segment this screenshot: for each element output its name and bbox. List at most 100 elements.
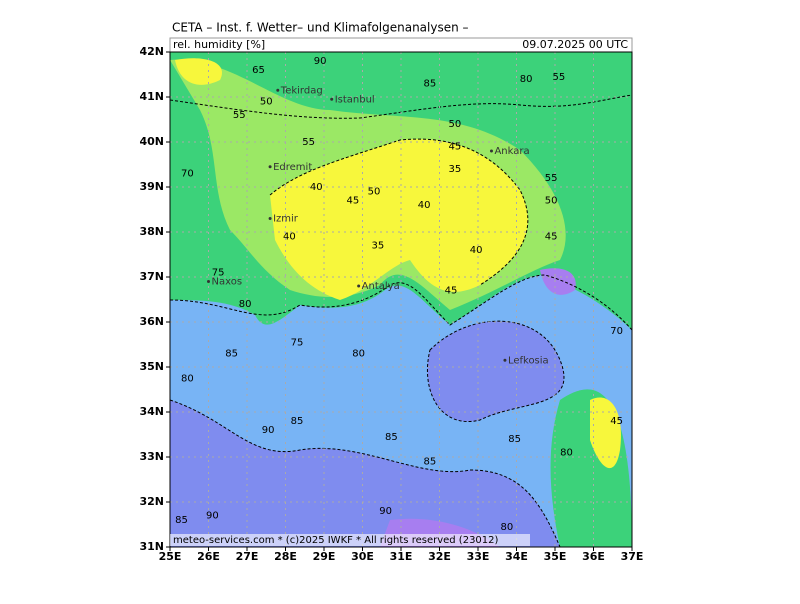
contour-label: 85 xyxy=(291,416,304,427)
contour-label: 90 xyxy=(206,511,219,522)
contour-label: 55 xyxy=(302,137,315,148)
valid-time: 09.07.2025 00 UTC xyxy=(522,38,628,51)
contour-label: 50 xyxy=(545,196,558,207)
contour-label: 45 xyxy=(545,232,558,243)
contour-label: 50 xyxy=(449,119,462,130)
place-marker xyxy=(330,97,334,101)
lat-tick-label: 34N xyxy=(139,405,164,418)
footer: meteo-services.com * (c)2025 IWKF * All … xyxy=(173,535,499,546)
contour-line xyxy=(426,320,565,422)
contour-label: 40 xyxy=(470,245,483,256)
contour-label: 70 xyxy=(610,326,623,337)
contour-label: 45 xyxy=(347,196,360,207)
lon-tick-label: 35E xyxy=(544,550,567,563)
contour-label: 80 xyxy=(520,74,533,85)
lat-tick-label: 31N xyxy=(139,540,164,553)
contour-label: 40 xyxy=(418,200,431,211)
contour-label: 90 xyxy=(262,425,275,436)
place-name: Naxos xyxy=(212,277,243,288)
grid xyxy=(170,52,632,547)
lon-tick-label: 34E xyxy=(505,550,528,563)
field-dark xyxy=(170,400,560,547)
contour-line xyxy=(170,94,632,119)
contour-label: 40 xyxy=(310,182,323,193)
place-name: Istanbul xyxy=(335,94,375,105)
place-marker xyxy=(357,284,361,288)
lon-tick-label: 33E xyxy=(467,550,490,563)
place-marker xyxy=(268,165,272,169)
place-name: Izmir xyxy=(273,214,299,225)
lon-tick-label: 31E xyxy=(390,550,413,563)
place-name: Edremit xyxy=(273,162,312,173)
contour-label: 80 xyxy=(181,373,194,384)
place-name: Ankara xyxy=(494,146,529,157)
contour-label: 80 xyxy=(560,448,573,459)
contour-label: 55 xyxy=(552,72,565,83)
contour-label: 85 xyxy=(424,457,437,468)
contour-label: 85 xyxy=(175,515,188,526)
lon-tick-label: 25E xyxy=(159,550,182,563)
lat-tick-label: 39N xyxy=(139,180,164,193)
lon-tick-label: 37E xyxy=(621,550,644,563)
field-dry xyxy=(175,58,222,85)
place-name: Tekirdag xyxy=(280,85,323,96)
lat-tick-label: 36N xyxy=(139,315,164,328)
lat-tick-label: 33N xyxy=(139,450,164,463)
contour-label: 75 xyxy=(212,268,225,279)
contour-label: 75 xyxy=(291,337,304,348)
lat-tick-label: 32N xyxy=(139,495,164,508)
lat-tick-label: 35N xyxy=(139,360,164,373)
contour-label: 85 xyxy=(508,434,521,445)
place-marker xyxy=(268,217,272,220)
contour-label: 80 xyxy=(501,522,514,533)
contour-label: 45 xyxy=(610,416,623,427)
place-marker xyxy=(207,280,210,283)
lat-tick-label: 40N xyxy=(139,135,164,148)
contour-label: 70 xyxy=(181,169,194,180)
contour-label: 85 xyxy=(424,79,437,90)
contour-label: 45 xyxy=(449,142,462,153)
contour-label: 55 xyxy=(545,173,558,184)
contour-label: 50 xyxy=(368,187,381,198)
lon-tick-label: 28E xyxy=(274,550,297,563)
lon-tick-label: 29E xyxy=(313,550,336,563)
lat-tick-label: 42N xyxy=(139,45,164,58)
contour-label: 50 xyxy=(260,97,273,108)
contour-label: 45 xyxy=(445,286,458,297)
contour-label: 90 xyxy=(314,56,327,67)
footer-box xyxy=(170,534,530,546)
contour-line xyxy=(170,274,632,331)
field-wet xyxy=(540,268,576,295)
field-dry xyxy=(590,397,621,469)
overlay: Tekirdag Istanbul Edremit Izmir Ankara Antaly… xyxy=(175,56,623,533)
contour-label: 90 xyxy=(379,506,392,517)
contour-label: 35 xyxy=(372,241,385,252)
contour-label: 40 xyxy=(283,232,296,243)
lon-tick-label: 32E xyxy=(428,550,451,563)
place-name: Lefkosia xyxy=(508,355,549,366)
contour-label: 55 xyxy=(233,110,246,121)
field: Tekirdag Istanbul Edremit Izmir Ankara Antaly… xyxy=(170,52,632,547)
variable: rel. humidity [%] xyxy=(173,38,265,51)
contour-label: 80 xyxy=(352,349,365,360)
place-marker xyxy=(276,88,280,92)
lon-tick-label: 26E xyxy=(197,550,220,563)
field-dry xyxy=(270,139,528,300)
title: CETA – Inst. f. Wetter– und Klimafolgena… xyxy=(172,21,469,35)
contour-label: 35 xyxy=(449,164,462,175)
contour-label: 65 xyxy=(252,65,265,76)
lon-tick-label: 36E xyxy=(582,550,605,563)
contour-line xyxy=(170,399,561,547)
place-name: Antalya xyxy=(362,281,400,292)
lon-tick-label: 27E xyxy=(236,550,259,563)
lat-tick-label: 38N xyxy=(139,225,164,238)
field-dark xyxy=(427,321,564,422)
lon-tick-label: 30E xyxy=(351,550,374,563)
lat-tick-label: 37N xyxy=(139,270,164,283)
place-marker xyxy=(489,149,493,153)
contour-label: 80 xyxy=(239,299,252,310)
contour-label: 85 xyxy=(225,349,238,360)
place-marker xyxy=(503,358,507,362)
